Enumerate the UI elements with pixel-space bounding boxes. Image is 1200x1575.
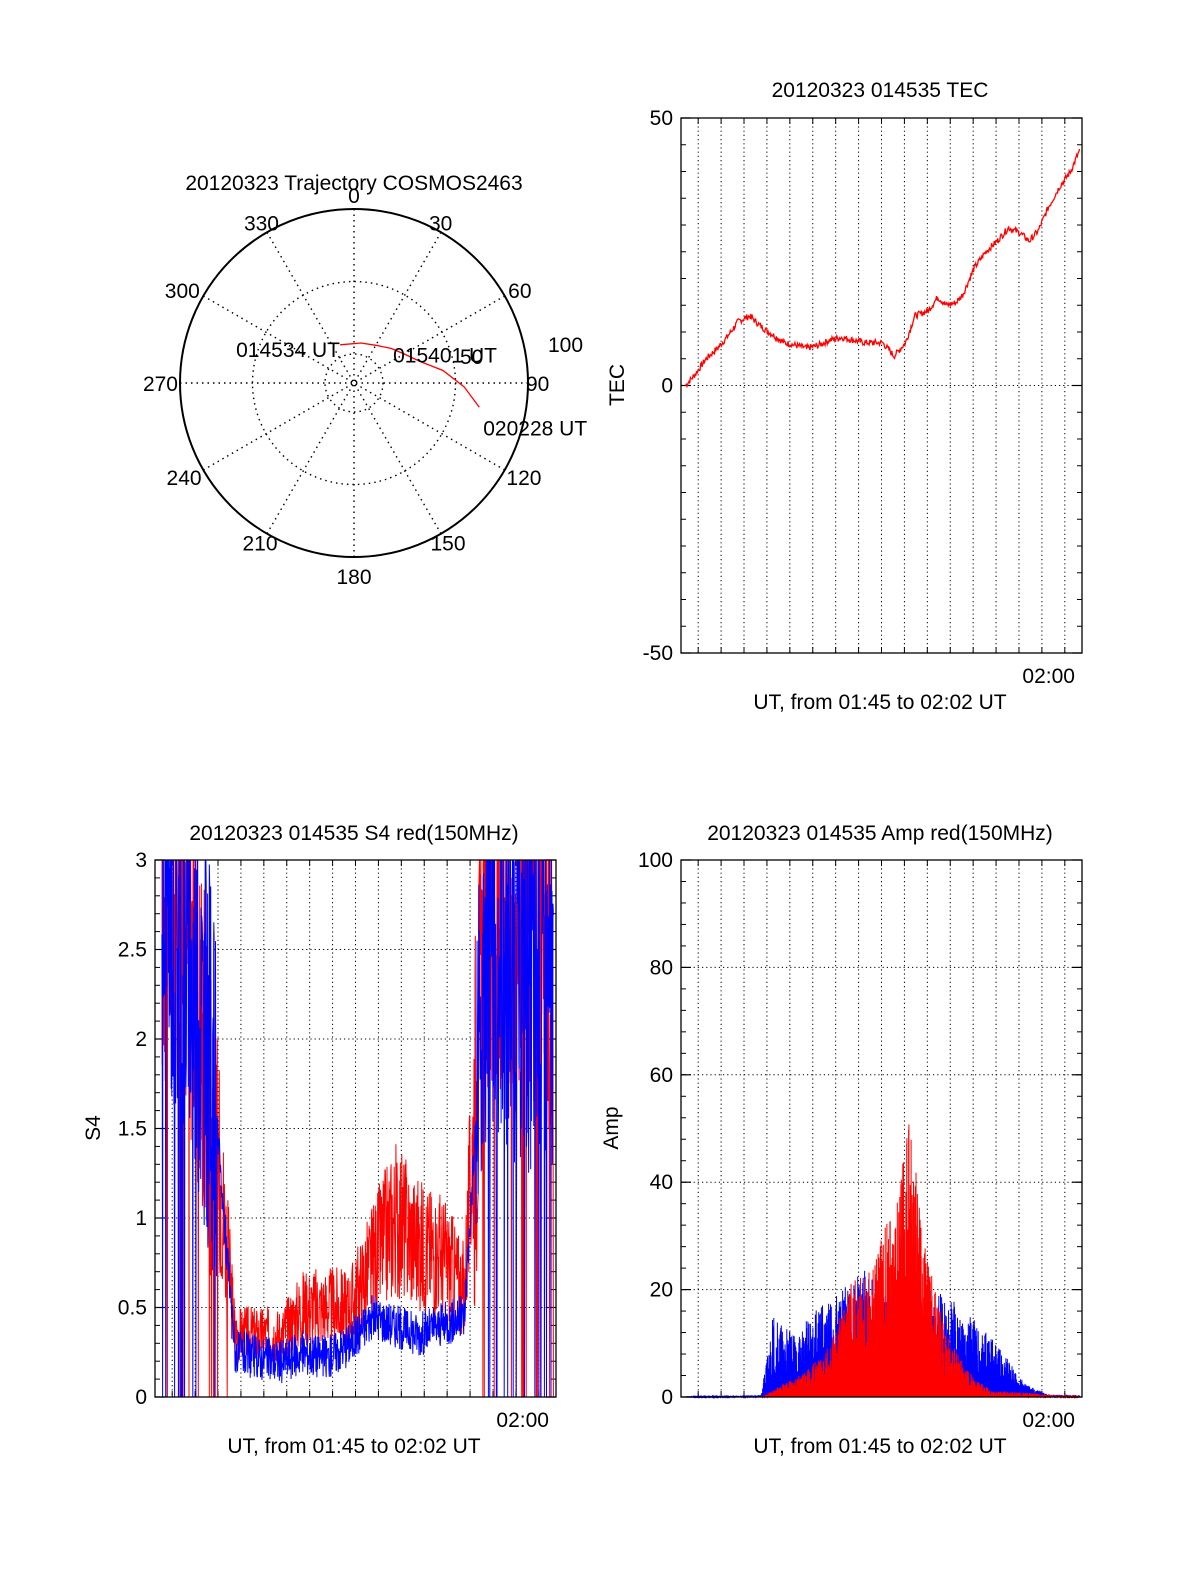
satellite-track: 014534 UT 015401 UT 020228 UT <box>236 339 587 440</box>
polar-ring-100 <box>324 353 384 413</box>
amp-panel: 20120323 014535 Amp red(150MHz) UT, from… <box>600 822 1083 1458</box>
tec-xlabel: UT, from 01:45 to 02:02 UT <box>753 691 1006 714</box>
x-tick-label: 02:00 <box>1022 665 1075 688</box>
y-tick-label: 2.5 <box>118 939 147 962</box>
polar-grid <box>179 208 529 558</box>
amp-series-red <box>685 1124 1081 1399</box>
azimuth-label: 270 <box>143 373 178 396</box>
azimuth-label: 330 <box>244 212 279 235</box>
satellite-track-line <box>340 342 480 408</box>
y-tick-label: 100 <box>638 849 673 872</box>
y-tick-label: 0 <box>135 1386 147 1409</box>
amp-ylabel: Amp <box>600 1106 623 1149</box>
polar-outer-circle <box>179 208 529 558</box>
azimuth-label: 90 <box>526 373 549 396</box>
tec-series-line <box>685 148 1081 389</box>
y-tick-label: -50 <box>643 642 673 665</box>
polar-ring-50 <box>251 280 457 486</box>
y-tick-label: 3 <box>135 849 147 872</box>
trajectory-polar-plot: 20120323 Trajectory COSMOS2463 0 30 60 90 12… <box>143 172 587 589</box>
plot-frame <box>680 117 1083 654</box>
amp-xlabel: UT, from 01:45 to 02:02 UT <box>753 1435 1006 1458</box>
azimuth-label: 150 <box>430 532 465 555</box>
azimuth-label: 240 <box>167 467 202 490</box>
y-tick-label: 2 <box>135 1028 147 1051</box>
azimuth-label: 30 <box>429 212 452 235</box>
azimuth-label: 0 <box>348 185 360 208</box>
tec-title: 20120323 014535 TEC <box>772 79 989 102</box>
track-time-label: 015401 UT <box>393 344 497 367</box>
y-tick-label: 1.5 <box>118 1118 147 1141</box>
y-tick-label: 0.5 <box>118 1297 147 1320</box>
s4-xlabel: UT, from 01:45 to 02:02 UT <box>227 1435 480 1458</box>
s4-panel: 20120323 014535 S4 red(150MHz) UT, from … <box>82 822 557 1458</box>
y-tick-label: 40 <box>650 1171 673 1194</box>
azimuth-label: 60 <box>508 280 531 303</box>
track-time-label: 020228 UT <box>483 417 587 440</box>
s4-ylabel: S4 <box>82 1115 105 1141</box>
radius-label: 100 <box>548 334 583 357</box>
y-tick-label: 1 <box>135 1207 147 1230</box>
azimuth-label: 120 <box>506 467 541 490</box>
azimuth-labels: 0 30 60 90 120 150 180 210 240 270 300 330 <box>143 185 549 589</box>
amp-title: 20120323 014535 Amp red(150MHz) <box>707 822 1053 845</box>
tec-panel: 20120323 014535 TEC UT, from 01:45 to 02… <box>606 79 1083 714</box>
y-tick-label: 80 <box>650 956 673 979</box>
radius-label: 50 <box>460 346 483 369</box>
polar-spoke-30 <box>266 231 442 535</box>
azimuth-label: 180 <box>336 566 371 589</box>
y-tick-label: 0 <box>661 375 673 398</box>
y-tick-label: 0 <box>661 1386 673 1409</box>
x-tick-label: 02:00 <box>1022 1409 1075 1432</box>
azimuth-label: 210 <box>242 532 277 555</box>
y-tick-label: 60 <box>650 1064 673 1087</box>
s4-series-blue <box>161 860 554 1397</box>
tec-ylabel: TEC <box>606 364 629 406</box>
plot-frame <box>680 859 1083 1398</box>
s4-title: 20120323 014535 S4 red(150MHz) <box>189 822 518 845</box>
track-time-label: 014534 UT <box>236 339 340 362</box>
azimuth-label: 300 <box>165 280 200 303</box>
plot-grid <box>681 117 1082 654</box>
plot-frame <box>154 859 557 1398</box>
polar-spoke-150 <box>266 231 442 535</box>
x-tick-label: 02:00 <box>496 1409 549 1432</box>
trajectory-title: 20120323 Trajectory COSMOS2463 <box>185 172 522 195</box>
y-tick-label: 50 <box>650 107 673 130</box>
radius-labels: 50 100 <box>460 334 583 369</box>
y-tick-label: 20 <box>650 1279 673 1302</box>
